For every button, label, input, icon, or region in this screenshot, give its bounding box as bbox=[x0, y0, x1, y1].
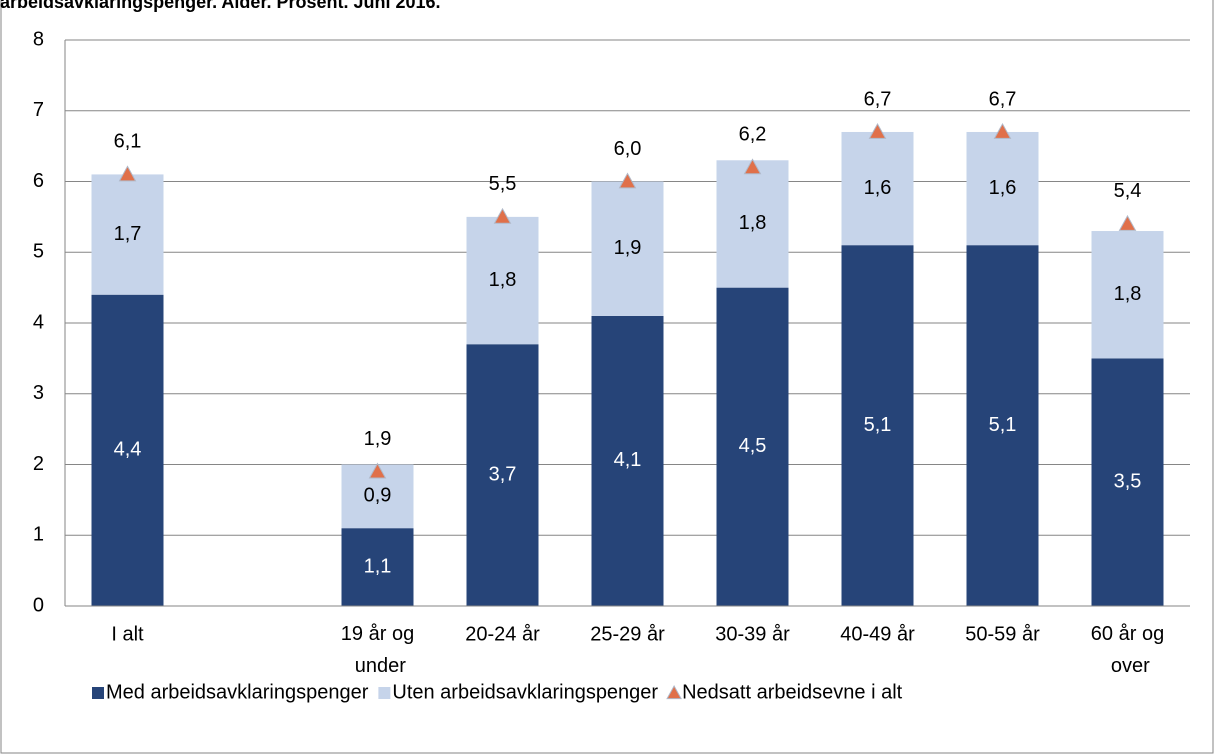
data-label: 5,5 bbox=[489, 173, 517, 195]
y-tick-label: 8 bbox=[33, 28, 44, 50]
bar-segment bbox=[966, 245, 1039, 607]
y-tick-label: 7 bbox=[33, 99, 44, 121]
x-tick-label: 25-29 år bbox=[590, 623, 665, 645]
data-label: 5,4 bbox=[1114, 180, 1142, 202]
bar-segment bbox=[466, 344, 539, 606]
data-label: 6,7 bbox=[864, 88, 892, 110]
x-tick-label: 30-39 år bbox=[715, 623, 790, 645]
x-tick-label: I alt bbox=[111, 623, 144, 645]
y-tick-label: 0 bbox=[33, 594, 44, 616]
bar-segment bbox=[91, 294, 164, 606]
data-label: 1,8 bbox=[739, 212, 767, 234]
bar-segment bbox=[716, 160, 789, 288]
data-label: 5,1 bbox=[989, 414, 1017, 436]
x-tick-label: 19 år og under bbox=[341, 623, 414, 677]
y-tick-label: 3 bbox=[33, 382, 44, 404]
bar-segment bbox=[91, 174, 164, 295]
legend-swatch bbox=[92, 687, 104, 699]
data-label: 1,8 bbox=[1114, 283, 1142, 305]
bar-segment bbox=[1091, 231, 1164, 359]
y-tick-label: 5 bbox=[33, 241, 44, 263]
data-label: 3,5 bbox=[1114, 470, 1142, 492]
data-label: 3,7 bbox=[489, 463, 517, 485]
marker bbox=[868, 122, 887, 139]
y-tick-label: 1 bbox=[33, 524, 44, 546]
data-label: 1,6 bbox=[864, 177, 892, 199]
bar-segment bbox=[1091, 358, 1164, 606]
data-label: 6,7 bbox=[989, 88, 1017, 110]
y-tick-label: 4 bbox=[33, 311, 44, 333]
marker bbox=[618, 172, 637, 189]
data-label: 1,7 bbox=[114, 223, 142, 245]
data-label: 6,2 bbox=[739, 124, 767, 146]
data-label: 1,1 bbox=[364, 555, 392, 577]
x-tick-label: 40-49 år bbox=[840, 623, 915, 645]
y-tick-label: 6 bbox=[33, 170, 44, 192]
legend-label: Med arbeidsavklaringspenger bbox=[106, 681, 369, 703]
data-label: 1,8 bbox=[489, 269, 517, 291]
data-label: 1,6 bbox=[989, 177, 1017, 199]
x-tick-label: 60 år og over bbox=[1091, 623, 1164, 677]
marker bbox=[1118, 214, 1137, 231]
bar-segment bbox=[841, 245, 914, 607]
legend-label: Uten arbeidsavklaringspenger bbox=[392, 681, 658, 703]
data-label: 1,9 bbox=[364, 428, 392, 450]
bar-segment bbox=[466, 216, 539, 345]
marker bbox=[743, 158, 762, 175]
legend-label: Nedsatt arbeidsevne i alt bbox=[682, 681, 903, 703]
marker bbox=[993, 122, 1012, 139]
data-label: 4,5 bbox=[739, 435, 767, 457]
bar-segment bbox=[966, 131, 1039, 246]
legend-swatch bbox=[666, 684, 682, 700]
data-label: 6,0 bbox=[614, 138, 642, 160]
bar-segment bbox=[841, 131, 914, 246]
bar-segment bbox=[591, 181, 664, 316]
y-tick-label: 2 bbox=[33, 453, 44, 475]
bar-segment bbox=[591, 315, 664, 606]
chart-title: arbeidsavklaringspenger. Alder. Prosent.… bbox=[0, 0, 441, 12]
data-label: 0,9 bbox=[364, 485, 392, 507]
x-tick-label: 50-59 år bbox=[965, 623, 1040, 645]
data-label: 4,4 bbox=[114, 439, 142, 461]
data-label: 4,1 bbox=[614, 449, 642, 471]
marker bbox=[118, 165, 137, 182]
data-label: 6,1 bbox=[114, 131, 142, 153]
bar-segment bbox=[341, 528, 414, 606]
marker bbox=[493, 207, 512, 224]
data-label: 5,1 bbox=[864, 414, 892, 436]
data-label: 1,9 bbox=[614, 237, 642, 259]
marker bbox=[368, 462, 387, 479]
x-tick-label: 20-24 år bbox=[465, 623, 540, 645]
legend-swatch bbox=[378, 687, 391, 699]
bar-segment bbox=[716, 287, 789, 606]
